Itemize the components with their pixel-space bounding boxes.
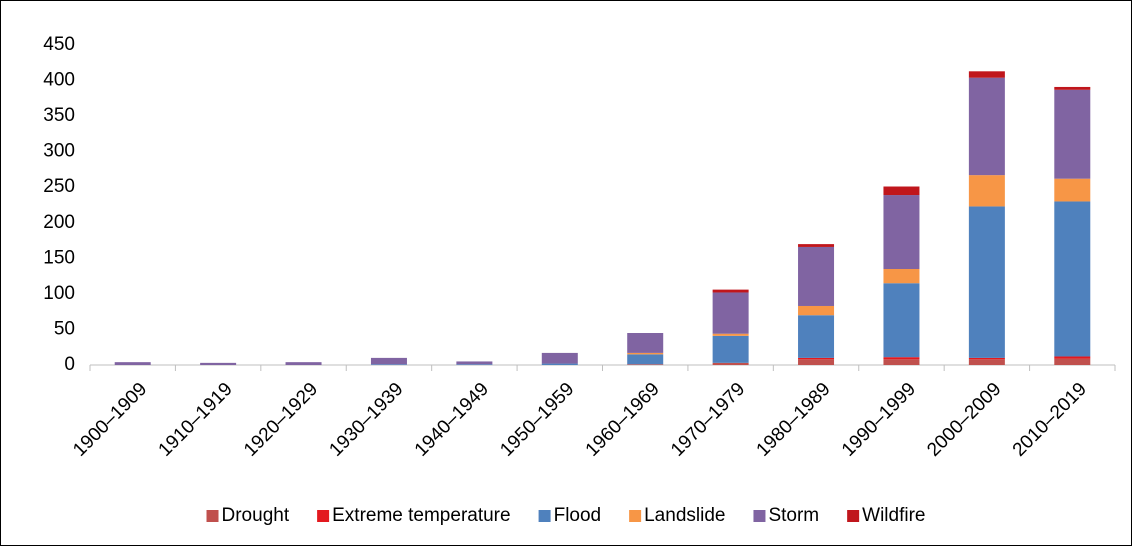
x-tick-label: 1940–1949	[411, 379, 493, 461]
x-tick-label: 1990–1999	[838, 379, 920, 461]
bar-segment	[1054, 178, 1091, 202]
bar-segment	[798, 244, 835, 247]
bar-segment	[712, 362, 749, 365]
y-tick-label: 150	[43, 247, 75, 268]
bar-segment	[456, 361, 493, 365]
y-tick-label: 100	[43, 283, 75, 304]
y-tick-label: 200	[43, 212, 75, 233]
legend: Drought Extreme temperature Flood Landslide…	[206, 505, 925, 526]
bar-segment	[627, 352, 664, 355]
bar-segment	[114, 362, 151, 365]
bar-segment	[200, 362, 237, 365]
y-tick-label: 450	[43, 34, 75, 55]
legend-label: Wildfire	[862, 505, 925, 526]
bar-segment	[968, 206, 1005, 358]
x-tick-label: 1910–1919	[155, 379, 237, 461]
bar-segment	[968, 175, 1005, 207]
bar-segment	[883, 186, 920, 196]
x-tick-label: 1930–1939	[325, 379, 407, 461]
bar-segment	[1054, 358, 1091, 365]
legend-swatch	[847, 510, 860, 522]
bar-segment	[712, 335, 749, 363]
legend-swatch	[317, 510, 330, 522]
legend-label: Drought	[222, 505, 290, 526]
legend-label: Flood	[554, 505, 602, 526]
bar-segment	[798, 359, 835, 365]
bar-segment	[456, 364, 493, 365]
legend-swatch	[206, 510, 219, 522]
bar-segment	[883, 283, 920, 358]
bar-segment	[1054, 86, 1091, 90]
legend-swatch	[629, 510, 642, 522]
y-tick-label: 400	[43, 70, 75, 91]
bar-segment	[968, 357, 1005, 360]
bar-segment	[1054, 201, 1091, 357]
bar-segment	[968, 359, 1005, 365]
bar-segment	[798, 357, 835, 360]
legend-label: Extreme temperature	[332, 505, 510, 526]
bar-segment	[968, 77, 1005, 176]
bar-segment	[968, 71, 1005, 78]
y-tick-label: 350	[43, 105, 75, 126]
y-tick-label: 0	[64, 354, 75, 375]
x-tick-label: 1920–1929	[240, 379, 322, 461]
bar-segment	[541, 352, 578, 364]
y-tick-label: 250	[43, 176, 75, 197]
y-tick-label: 300	[43, 141, 75, 162]
bar-segment	[1054, 89, 1091, 179]
bar-segment	[798, 246, 835, 306]
legend-swatch	[753, 510, 766, 522]
x-tick-label: 2000–2009	[923, 379, 1005, 461]
bar-segment	[627, 333, 664, 353]
x-tick-label: 1950–1959	[496, 379, 578, 461]
bar-segment	[712, 289, 749, 293]
bar-segment	[370, 357, 407, 365]
legend-label: Landslide	[644, 505, 725, 526]
x-tick-label: 1900–1909	[69, 379, 151, 461]
x-tick-label: 2010–2019	[1009, 379, 1091, 461]
bar-segment	[883, 357, 920, 360]
bar-segment	[798, 315, 835, 358]
bar-segment	[883, 269, 920, 284]
legend-label: Storm	[768, 505, 819, 526]
bar-segment	[541, 363, 578, 365]
x-tick-label: 1960–1969	[582, 379, 664, 461]
bar-segment	[883, 359, 920, 365]
x-tick-label: 1980–1989	[753, 379, 835, 461]
bar-segment	[1054, 356, 1091, 359]
bar-segment	[712, 333, 749, 336]
y-tick-label: 50	[54, 318, 75, 339]
bar-segment	[627, 364, 664, 365]
bar-segment	[798, 305, 835, 316]
x-tick-label: 1970–1979	[667, 379, 749, 461]
bar-segment	[285, 362, 322, 365]
bar-segment	[370, 364, 407, 365]
legend-swatch	[538, 510, 551, 522]
bar-segment	[883, 195, 920, 269]
bar-segment	[627, 354, 664, 365]
bar-segment	[712, 292, 749, 334]
